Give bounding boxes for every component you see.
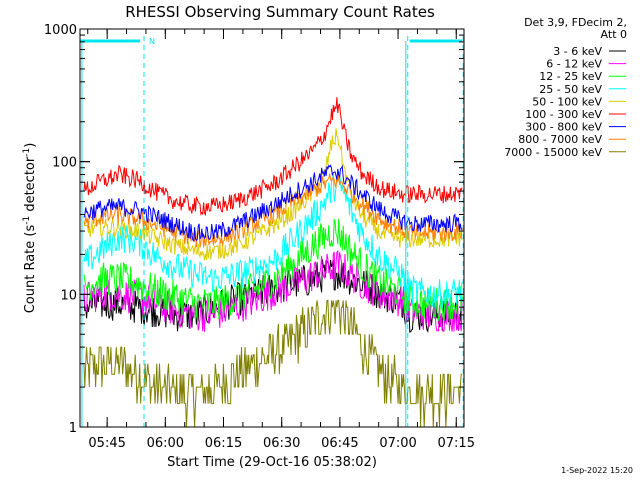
x-tick-label: 06:30 [263, 436, 300, 451]
legend-label: 100 - 300 keV [525, 108, 602, 121]
x-tick-label: 06:15 [205, 436, 242, 451]
legend-label: 300 - 800 keV [525, 121, 602, 134]
legend-label: 25 - 50 keV [539, 83, 602, 96]
y-tick-label: 10 [60, 288, 77, 303]
footer-date-stamp: 1-Sep-2022 15:20 [561, 466, 633, 475]
x-tick-label: 06:00 [147, 436, 184, 451]
chart-title: RHESSI Observing Summary Count Rates [125, 3, 435, 21]
plot-frame [79, 28, 465, 428]
night-mark: N [149, 37, 155, 46]
series-line [83, 299, 463, 428]
x-axis: 05:45 06:00 06:15 06:30 06:45 07:00 07:15 [87, 29, 475, 451]
y-axis: 1 10 100 1000 [44, 23, 464, 436]
legend-label: 7000 - 15000 keV [504, 146, 602, 159]
header-line-1: Det 3,9, FDecim 2, [524, 16, 627, 29]
legend-label: 50 - 100 keV [532, 95, 602, 108]
header-legend: Det 3,9, FDecim 2, Att 0 [524, 16, 627, 41]
series-line [83, 173, 463, 248]
series-line [83, 97, 463, 217]
x-tick-label: 07:00 [379, 436, 416, 451]
x-tick-label: 07:15 [438, 436, 475, 451]
x-tick-label: 05:45 [88, 436, 125, 451]
series-line [83, 170, 463, 311]
header-line-2: Att 0 [601, 28, 627, 41]
y-tick-label: 1 [69, 421, 77, 436]
series-line [83, 164, 463, 243]
legend-label: 12 - 25 keV [539, 70, 602, 83]
legend-label: 6 - 12 keV [546, 58, 602, 71]
x-tick-label: 06:45 [321, 436, 358, 451]
legend-label: 800 - 7000 keV [518, 133, 602, 146]
x-axis-label: Start Time (29-Oct-16 05:38:02) [167, 455, 377, 470]
y-axis-label: Count Rate (s-1 detector-1) [22, 143, 38, 314]
y-tick-label: 1000 [44, 23, 77, 38]
overlays: N [80, 36, 464, 427]
series-line [83, 128, 463, 261]
legend-label: 3 - 6 keV [553, 45, 602, 58]
y-tick-label: 100 [52, 156, 77, 171]
traces [83, 97, 463, 428]
